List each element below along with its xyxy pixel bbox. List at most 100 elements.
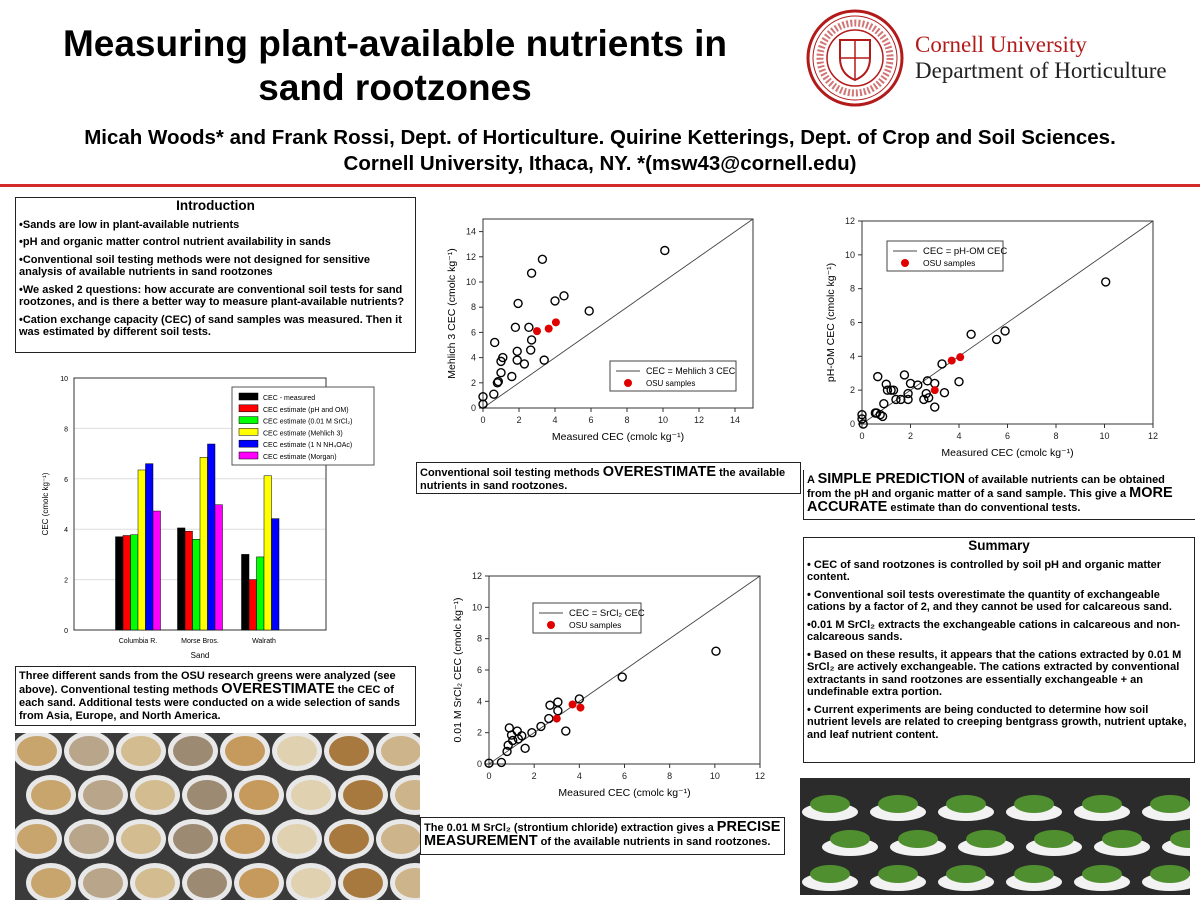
- sand-sample: [343, 780, 383, 810]
- y-tick-label: 0: [477, 759, 482, 769]
- legend-line-label: CEC = pH-OM CEC: [923, 246, 1007, 257]
- summary-item: • CEC of sand rootzones is controlled by…: [807, 558, 1162, 584]
- data-point: [857, 414, 867, 424]
- y-tick-label: 8: [471, 302, 476, 312]
- grass-tuft: [810, 865, 850, 883]
- caption-text: A: [807, 474, 818, 486]
- sand-sample: [187, 868, 227, 898]
- x-tick-label: 2: [908, 431, 913, 441]
- x-axis-label: Sand: [191, 651, 210, 660]
- legend-osu-label: OSU samples: [923, 258, 975, 268]
- y-axis-label: pH-OM CEC (cmolc kg⁻¹): [825, 263, 837, 382]
- grass-tuft: [1082, 865, 1122, 883]
- data-point: [526, 268, 537, 278]
- data-point: [584, 306, 594, 316]
- legend-label: CEC - measured: [263, 395, 315, 402]
- y-tick-label: 14: [466, 227, 476, 237]
- data-point: [489, 389, 499, 399]
- legend-label: CEC estimate (1 N NH₄OAc): [263, 442, 352, 449]
- data-point: [513, 298, 523, 309]
- caption-text: Conventional soil testing methods: [420, 467, 603, 479]
- y-tick-label: 10: [845, 250, 855, 260]
- data-point: [527, 727, 537, 738]
- osu-sample-point: [956, 353, 965, 362]
- legend-swatch: [238, 404, 259, 413]
- data-point: [903, 394, 913, 405]
- sand-sample: [173, 824, 213, 854]
- summary-box: Summary • CEC of sand rootzones is contr…: [803, 537, 1195, 763]
- sand-sample: [239, 868, 279, 898]
- data-point: [660, 245, 670, 256]
- x-axis-label: Measured CEC (cmolc kg⁻¹): [558, 787, 690, 799]
- data-point: [490, 337, 500, 348]
- x-tick-label: 6: [622, 771, 627, 781]
- data-point: [512, 355, 522, 365]
- x-axis-label: Measured CEC (cmolc kg⁻¹): [941, 447, 1073, 459]
- department-name: Department of Horticulture: [915, 58, 1167, 83]
- data-point: [484, 758, 494, 768]
- x-tick-label: 8: [1053, 431, 1058, 441]
- x-tick-label: 4: [552, 415, 557, 425]
- y-axis-label: CEC (cmolc kg⁻¹): [41, 472, 50, 535]
- grass-tuft: [878, 795, 918, 813]
- y-tick-label: 4: [850, 351, 855, 361]
- one-to-one-line: [488, 575, 761, 765]
- sand-sample: [381, 736, 420, 766]
- sand-sample: [291, 780, 331, 810]
- y-axis-label: Mehlich 3 CEC (cmolc kg⁻¹): [446, 248, 458, 378]
- scatter-chart-mehlich: 0 2 4 6 8 10 12 14 0 2 4 6 8 10 12 14 Measured CEC (cmol…: [446, 218, 754, 443]
- data-point: [954, 377, 964, 387]
- bar: [192, 539, 201, 631]
- sand-sample: [135, 780, 175, 810]
- y-tick-label: 12: [466, 252, 476, 262]
- y-tick-label: 6: [64, 477, 68, 484]
- data-point: [858, 419, 868, 429]
- x-tick-label: 6: [1005, 431, 1010, 441]
- ph-om-caption: A SIMPLE PREDICTION of available nutrien…: [803, 470, 1195, 520]
- y-tick-label: 2: [64, 578, 68, 585]
- caption-emphasis: MORE ACCURATE: [807, 485, 1173, 515]
- x-tick-label: 8: [624, 415, 629, 425]
- x-tick-label: 0: [859, 431, 864, 441]
- intro-item: •pH and organic matter control nutrient …: [19, 236, 331, 248]
- data-point: [875, 409, 885, 420]
- data-point: [510, 322, 521, 333]
- caption-text: Three different sands from the OSU resea…: [19, 670, 396, 696]
- bar: [214, 504, 223, 631]
- data-point: [1000, 326, 1010, 336]
- y-axis-label: 0.01 M SrCl₂ CEC (cmolc kg⁻¹): [452, 598, 464, 743]
- sand-sample: [239, 780, 279, 810]
- sand-sample: [83, 868, 123, 898]
- y-tick-label: 4: [64, 527, 68, 534]
- grass-tuft: [1150, 865, 1190, 883]
- grass-tuft: [1170, 830, 1190, 848]
- y-tick-label: 0: [64, 628, 68, 635]
- data-point: [539, 355, 549, 365]
- grass-tuft: [1102, 830, 1142, 848]
- y-tick-label: 0: [850, 419, 855, 429]
- data-point: [524, 322, 534, 333]
- x-tick-label: 10: [1099, 431, 1109, 441]
- x-tick-label: 10: [710, 771, 720, 781]
- sand-sample: [343, 868, 383, 898]
- x-axis-label: Measured CEC (cmolc kg⁻¹): [552, 431, 684, 443]
- scatter-chart-srcl2: 0 2 4 6 8 10 12 0 2 4 6 8 10 12 Measured CEC (cmolc kg…: [452, 571, 765, 799]
- data-point: [507, 371, 517, 382]
- data-point: [617, 672, 627, 682]
- data-point: [899, 370, 910, 380]
- sand-sample: [225, 824, 265, 854]
- legend-swatch: [238, 392, 259, 401]
- plot-frame: [482, 218, 754, 409]
- legend-line-label: CEC = Mehlich 3 CEC: [646, 366, 736, 376]
- y-tick-label: 6: [850, 318, 855, 328]
- x-tick-label: 0: [480, 415, 485, 425]
- summary-item: • Based on these results, it appears tha…: [807, 648, 1182, 699]
- x-tick-label: 8: [667, 771, 672, 781]
- y-tick-label: 6: [477, 665, 482, 675]
- osu-sample-point: [947, 356, 956, 365]
- authors: Micah Woods* and Frank Rossi, Dept. of H…: [0, 125, 1200, 177]
- grass-tuft: [878, 865, 918, 883]
- bar: [241, 554, 250, 631]
- data-point: [879, 398, 889, 409]
- bar: [199, 457, 208, 631]
